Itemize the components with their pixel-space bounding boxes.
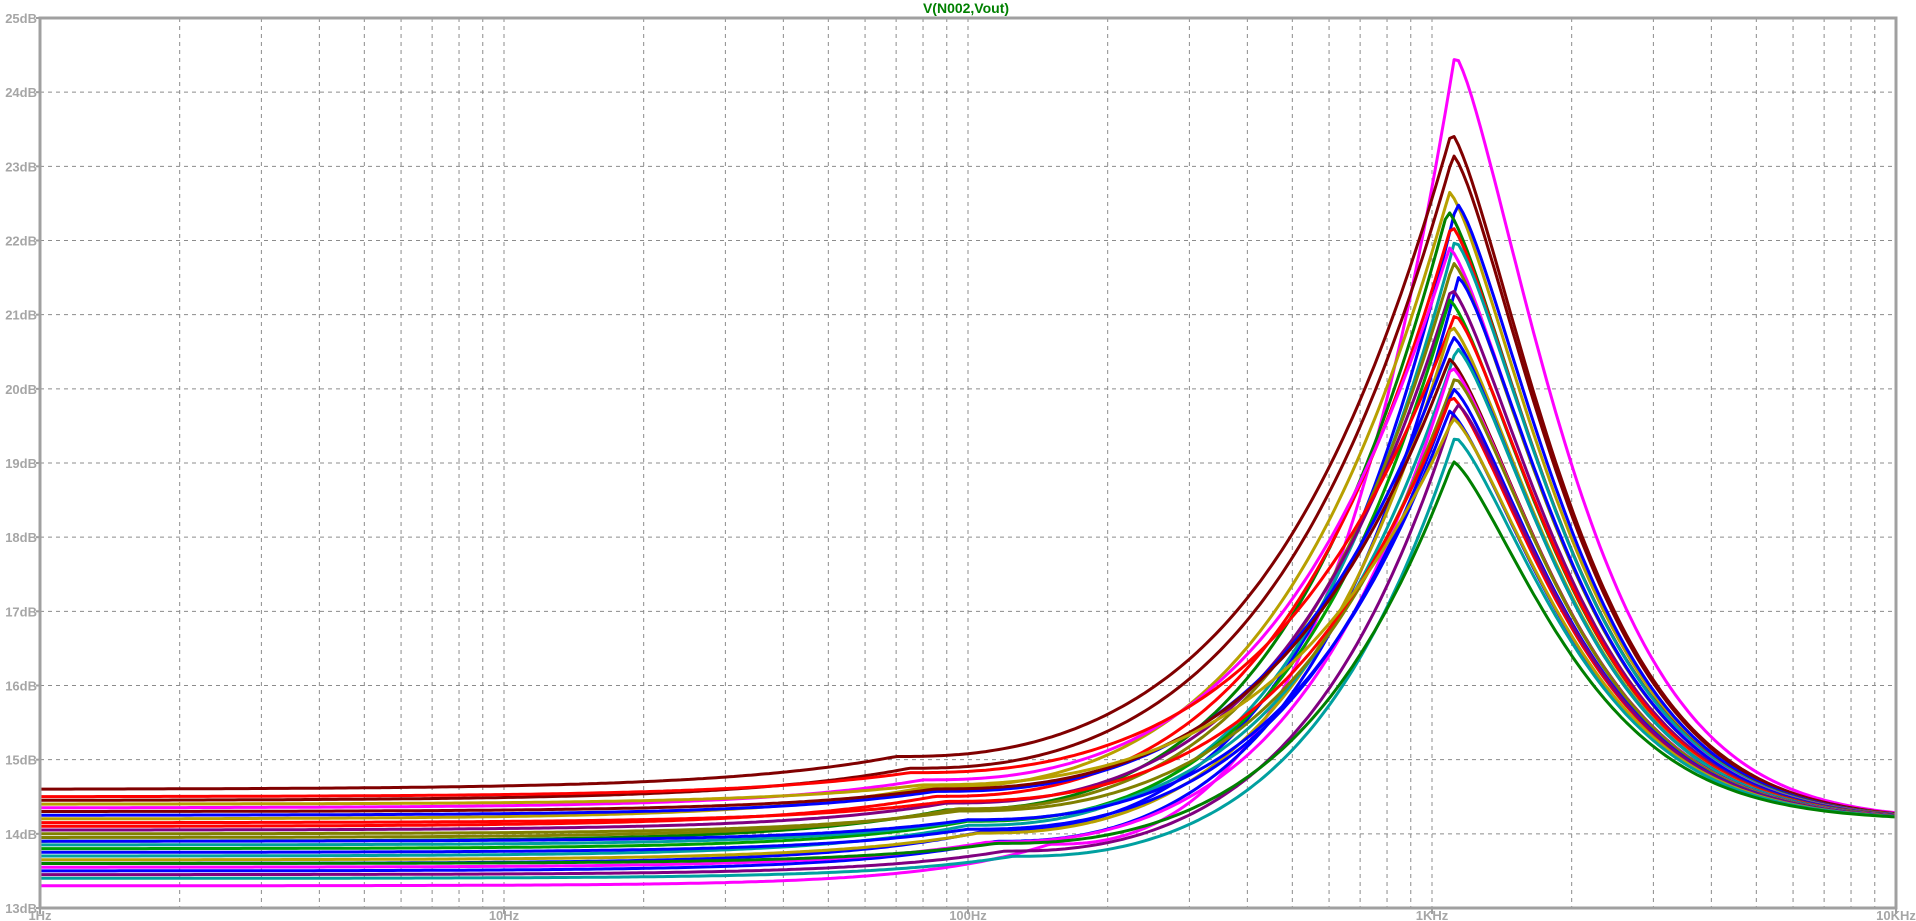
series-group xyxy=(39,58,1897,888)
series-line-20 xyxy=(40,378,1897,836)
y-tick-label: 22dB xyxy=(5,234,37,249)
series-line-7 xyxy=(40,227,1897,828)
y-tick-label: 23dB xyxy=(5,159,37,174)
y-tick-label: 20dB xyxy=(5,382,37,397)
grid xyxy=(40,18,1896,908)
y-tick-label: 15dB xyxy=(5,753,37,768)
x-tick-label: 1Hz xyxy=(28,908,52,921)
y-tick-label: 25dB xyxy=(5,11,37,26)
series-line-14 xyxy=(40,315,1897,817)
x-tick-label: 10KHz xyxy=(1876,908,1916,921)
series-line-26 xyxy=(40,437,1897,880)
series-line-27 xyxy=(40,460,1897,865)
x-tick-label: 100Hz xyxy=(949,908,987,921)
y-tick-label: 19dB xyxy=(5,456,37,471)
x-axis-tick-labels: 1Hz 10Hz 100Hz 1KHz 10KHz xyxy=(28,908,1916,921)
y-tick-label: 21dB xyxy=(5,308,37,323)
y-tick-label: 16dB xyxy=(5,679,37,694)
series-line-25 xyxy=(40,417,1897,818)
x-tick-label: 1KHz xyxy=(1416,908,1449,921)
series-line-12 xyxy=(40,289,1897,832)
y-tick-label: 13dB xyxy=(5,901,37,916)
y-tick-label: 14dB xyxy=(5,827,37,842)
y-axis-tick-labels: 13dB 14dB 15dB 16dB 17dB 18dB 19dB 20dB 21dB 22dB… xyxy=(5,11,40,916)
y-tick-label: 17dB xyxy=(5,604,37,619)
series-line-22 xyxy=(40,396,1897,825)
series-line-23 xyxy=(40,403,1897,877)
series-line-2 xyxy=(40,135,1897,816)
y-tick-label: 18dB xyxy=(5,530,37,545)
y-tick-label: 24dB xyxy=(5,85,37,100)
series-line-8 xyxy=(40,241,1897,858)
trace-title[interactable]: V(N002,Vout) xyxy=(923,0,1009,16)
series-line-1 xyxy=(40,58,1897,888)
x-tick-label: 10Hz xyxy=(489,908,520,921)
series-line-16 xyxy=(40,336,1897,818)
series-line-3 xyxy=(40,154,1897,816)
series-line-4 xyxy=(39,190,1897,821)
